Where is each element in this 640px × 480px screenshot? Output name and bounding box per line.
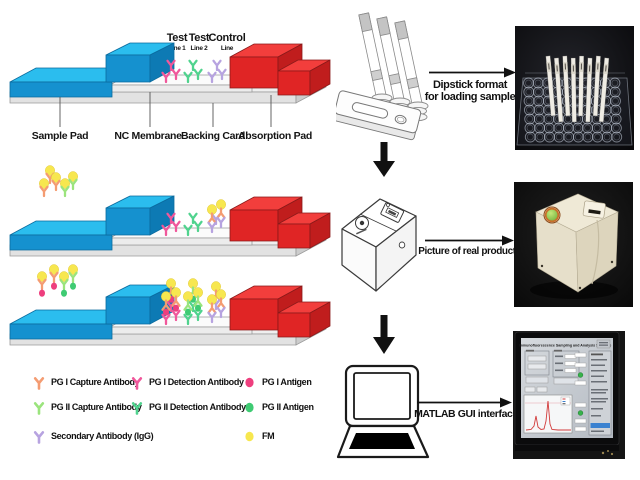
legend-label: Secondary Antibody (IgG): [51, 431, 154, 441]
arrow-down-2: [373, 315, 395, 354]
device-slot: [582, 200, 606, 219]
leader-lines: [59, 92, 272, 127]
pg2-antigen-icon: [245, 402, 254, 412]
test-line-2-sandwich-complexes: [183, 278, 203, 326]
svg-text:Control: Control: [208, 32, 245, 44]
caption-step3: MATLAB GUI interface: [414, 408, 518, 420]
test-line-1-sandwich-complexes: [161, 278, 181, 326]
svg-text:Line: Line: [221, 45, 234, 52]
pg1-detection-antibody-icon: [131, 376, 143, 390]
dipstick-strips: [358, 12, 425, 114]
legend-label: FM: [262, 431, 275, 441]
signal-trace: [525, 400, 571, 431]
reader-device-illustration: [341, 198, 417, 292]
caption-step2: Picture of real product: [418, 246, 516, 257]
legend-label: PG I Capture Antibody: [51, 377, 140, 387]
photo-real-product: [514, 182, 633, 307]
svg-text:Test: Test: [189, 32, 210, 44]
computer-illustration: [336, 364, 430, 459]
legend-label: PG II Antigen: [262, 402, 314, 412]
fm-antigen-complexes-on-sample-pad: [37, 264, 78, 297]
dipsticks: [545, 55, 610, 123]
power-port: [398, 241, 406, 249]
arrow-right-1: [429, 67, 516, 78]
keyboard: [349, 433, 415, 449]
pg1-antigen-icon: [245, 377, 254, 387]
legend-label: PG I Antigen: [262, 377, 312, 387]
monitor-screen: [353, 372, 411, 420]
pg2-capture-antibody-icon: [33, 401, 45, 415]
secondary-antibody-icon: [33, 430, 45, 444]
arrow-down-1: [373, 142, 395, 177]
lfa-strip-schematic: Sample Pad NC Membrane Backing Card Abso…: [9, 42, 331, 142]
fm-icon: [245, 431, 254, 441]
gui-log-panel: [588, 350, 612, 436]
svg-text:Absorption Pad: Absorption Pad: [238, 130, 312, 142]
caption-step1: Dipstick format for loading sample: [424, 79, 516, 103]
photo-matlab-gui: Immunofluorescence Sampling and Analysis…: [513, 331, 625, 459]
gui-selected-row: [590, 423, 610, 428]
pg2-detection-antibody-icon: [131, 401, 143, 415]
legend-item: PG II Detection Antibody: [130, 399, 246, 415]
legend-item: FM: [243, 428, 314, 444]
legend-item: Secondary Antibody (IgG): [32, 428, 154, 444]
power-button: [544, 207, 560, 223]
legend-item: PG I Detection Antibody: [130, 374, 246, 390]
legend-item: PG II Capture Antibody: [32, 399, 153, 415]
svg-text:NC Membrane: NC Membrane: [114, 130, 182, 142]
photo-dipsticks-in-microplate: [515, 26, 634, 150]
control-line-complexes: [207, 281, 226, 324]
desk-glint: [601, 450, 614, 456]
svg-text:Sample Pad: Sample Pad: [32, 130, 89, 142]
svg-text:Backing Card: Backing Card: [181, 130, 245, 142]
legend-item: PG I Capture Antibody: [32, 374, 153, 390]
pg1-capture-antibody-icon: [33, 376, 45, 390]
lfa-strip-negative: [9, 165, 331, 257]
cassette-window: [351, 102, 389, 119]
strip-slot: [380, 202, 405, 223]
gui-readout-column: [574, 352, 587, 432]
legend-item: PG I Antigen: [243, 374, 314, 390]
lfa-strip-positive: [9, 264, 331, 346]
lfa-strips-diagram: Test Line 1 Test Line 2 Control Line: [9, 32, 331, 346]
legend-item: PG II Antigen: [243, 399, 314, 415]
dipstick-cassette-illustration: [336, 12, 429, 141]
svg-text:Test: Test: [167, 32, 188, 44]
legend-label: PG I Detection Antibody: [149, 377, 244, 387]
gui-plot: [523, 394, 573, 434]
cassette: [336, 90, 422, 141]
legend-label: PG II Capture Antibody: [51, 402, 142, 412]
arrow-right-2: [425, 235, 514, 246]
gui-title: Immunofluorescence Sampling and Analysis…: [519, 344, 612, 348]
legend-label: PG II Detection Antibody: [149, 402, 246, 412]
strip-line-labels: Test Line 1 Test Line 2 Control Line: [167, 32, 246, 52]
device-body: [535, 193, 619, 293]
svg-text:Line 2: Line 2: [191, 45, 209, 52]
power-button-ring: [543, 206, 561, 224]
svg-text:Line 1: Line 1: [169, 45, 187, 52]
control-line-complexes: [207, 199, 226, 234]
arrow-right-3: [417, 397, 512, 408]
fm-conjugates-on-sample-pad: [39, 165, 78, 198]
gui-left-panel: [524, 349, 550, 393]
